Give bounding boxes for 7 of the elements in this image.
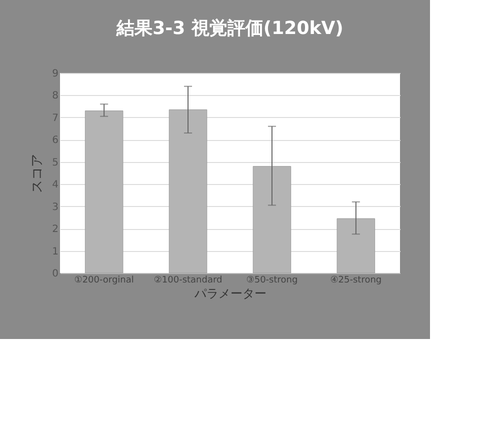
x-tick-label: ②100-standard: [154, 276, 222, 286]
x-tick-label: ③50-strong: [246, 276, 298, 286]
x-axis-title: パラメーター: [194, 286, 266, 300]
y-axis-title: スコア: [30, 154, 46, 193]
chart-title: 結果3-3 視覚評価(120kV): [116, 18, 344, 39]
x-tick-label: ①200-orginal: [74, 276, 134, 286]
x-tick-label: ④25-strong: [330, 276, 382, 286]
